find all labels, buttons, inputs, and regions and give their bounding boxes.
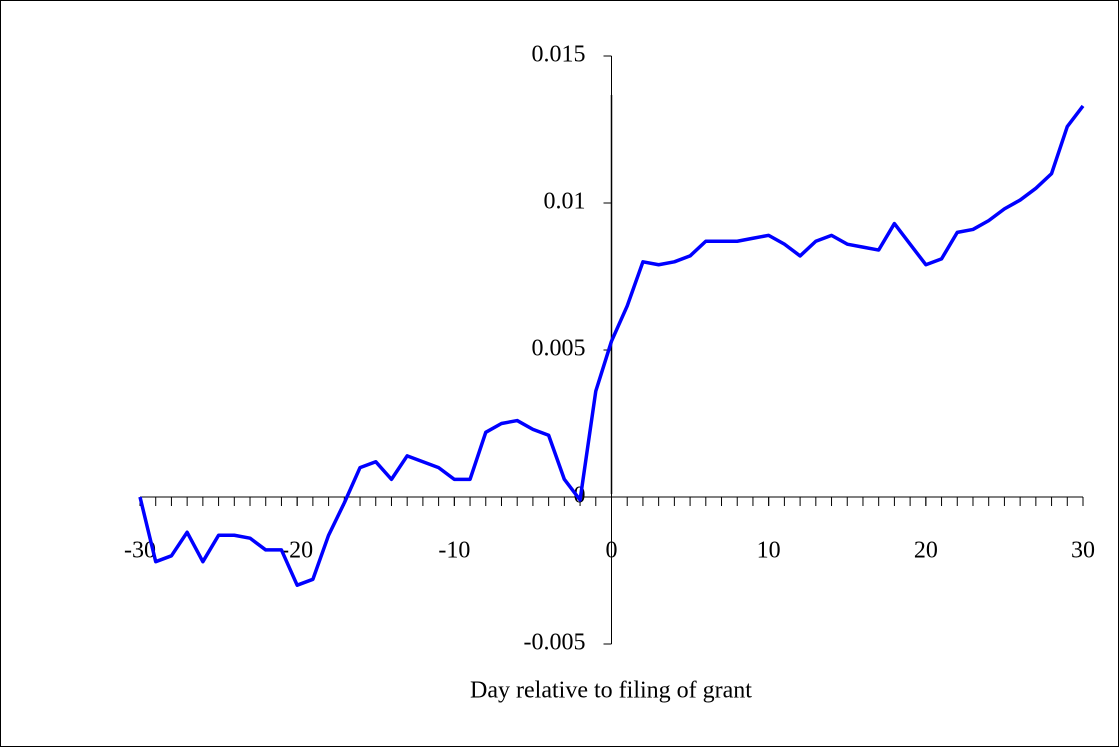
x-axis-label: Day relative to filing of grant xyxy=(470,678,752,704)
x-tick-label: 20 xyxy=(914,538,938,564)
y-tick-label: 0.01 xyxy=(544,189,586,215)
x-tick-label: -10 xyxy=(438,538,470,564)
y-tick-label: -0.005 xyxy=(524,630,586,656)
y-tick-label: 0.005 xyxy=(532,336,586,362)
x-tick-label: 0 xyxy=(606,538,618,564)
x-tick-label: 30 xyxy=(1071,538,1095,564)
data-line xyxy=(138,104,1085,587)
y-tick-label: 0.015 xyxy=(532,42,586,68)
x-tick-label: 10 xyxy=(757,538,781,564)
